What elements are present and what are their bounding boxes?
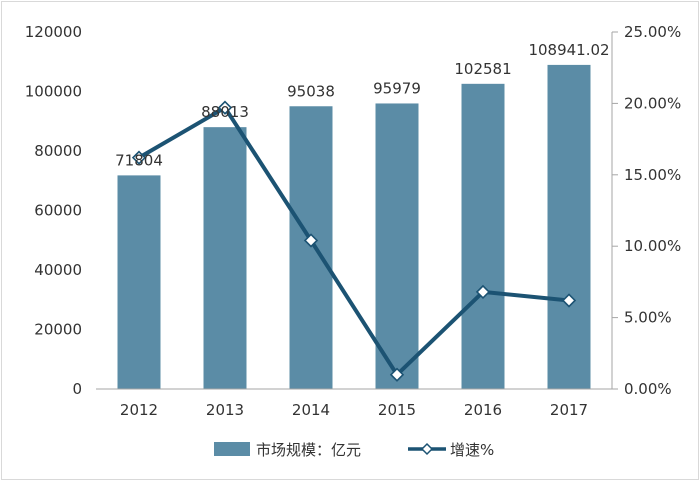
bar	[547, 64, 591, 390]
left-axis-tick-label: 0	[72, 380, 82, 398]
bar-data-label: 95979	[373, 79, 421, 97]
x-axis-ticks: 2012 2013 2014 2015 2016 2017	[96, 388, 612, 419]
legend: 市场规模：亿元 增速%	[214, 441, 494, 459]
line-series	[131, 100, 577, 382]
right-axis-tick-label: 20.00%	[624, 94, 681, 112]
x-axis-tick-label: 2017	[550, 401, 588, 419]
bar-data-label: 102581	[454, 60, 511, 78]
left-axis-tick-label: 20000	[34, 321, 82, 339]
left-axis-tick-label: 120000	[25, 23, 82, 41]
right-axis-tick-label: 0.00%	[624, 380, 672, 398]
legend-marker-diamond	[420, 442, 434, 456]
left-axis-tick-label: 100000	[25, 83, 82, 101]
bar	[117, 175, 161, 389]
bar-data-labels: 71804 88013 95038 95979 102581 108941.02	[115, 41, 609, 169]
x-axis-tick-label: 2016	[464, 401, 502, 419]
line-point-marker	[217, 100, 233, 115]
bar	[289, 106, 333, 389]
legend-label-bar: 市场规模：亿元	[256, 441, 361, 459]
bar-data-label: 88013	[201, 103, 249, 121]
line-point-marker	[561, 293, 577, 308]
growth-line	[137, 105, 570, 377]
x-axis-tick-label: 2013	[206, 401, 244, 419]
left-axis-tick-label: 60000	[34, 202, 82, 220]
left-axis-tick-label: 80000	[34, 142, 82, 160]
x-axis-tick-label: 2015	[378, 401, 416, 419]
bar-data-label: 95038	[287, 82, 335, 100]
bar	[461, 83, 505, 389]
x-axis-tick-label: 2014	[292, 401, 330, 419]
left-axis-ticks: 0 20000 40000 60000 80000 100000 120000	[25, 23, 82, 398]
line-point-marker	[303, 233, 319, 248]
bar	[203, 127, 247, 390]
legend-label-line: 增速%	[450, 441, 494, 459]
right-axis-tick-label: 5.00%	[624, 309, 672, 327]
bar-data-label: 108941.02	[528, 41, 609, 59]
right-axis-ticks: 0.00% 5.00% 10.00% 15.00% 20.00% 25.00%	[611, 23, 681, 398]
bar-series	[117, 64, 591, 390]
legend-swatch-bar	[214, 442, 250, 456]
line-point-marker	[475, 284, 491, 300]
right-axis-tick-label: 25.00%	[624, 23, 681, 41]
right-axis-tick-label: 10.00%	[624, 237, 681, 255]
left-axis-tick-label: 40000	[34, 261, 82, 279]
line-point-marker	[131, 150, 147, 165]
x-axis-tick-label: 2012	[120, 401, 158, 419]
line-point-marker	[389, 367, 405, 382]
right-axis-tick-label: 15.00%	[624, 166, 681, 184]
bar-data-label: 71804	[115, 151, 163, 169]
bar	[375, 103, 419, 390]
